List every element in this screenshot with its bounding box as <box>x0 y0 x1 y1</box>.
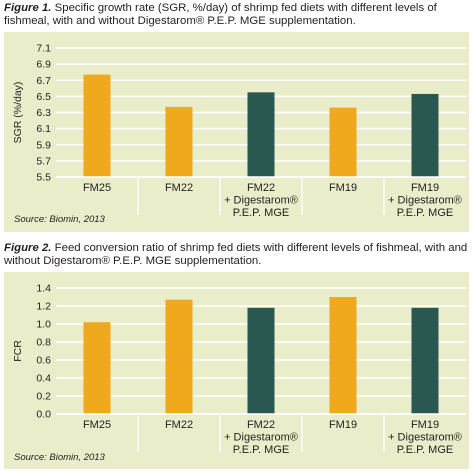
y-tick-label: 5.7 <box>36 155 51 167</box>
y-tick-label: 6.5 <box>36 91 51 103</box>
figure-1-caption: Figure 1. Specific growth rate (SGR, %/d… <box>4 2 470 28</box>
bar-1 <box>83 322 111 414</box>
y-tick-label: 6.9 <box>36 59 51 71</box>
x-category-label: P.E.P. MGE <box>397 207 453 219</box>
figure-2-chart-panel: 0.0 0.2 0.4 0.6 0.8 1.0 1.2 1.4 FCR FM25 FM22 FM22 +… <box>4 272 469 469</box>
bar-4 <box>329 107 357 177</box>
y-tick-label: 6.7 <box>36 75 51 87</box>
x-category-label: FM22 <box>165 419 193 431</box>
source-note: Source: Biomin, 2013 <box>14 452 106 463</box>
x-category-label: FM22 <box>247 182 275 194</box>
y-tick-label: 5.9 <box>36 139 51 151</box>
figure-1-chart-panel: 5.5 5.7 5.9 6.1 6.3 6.5 6.7 6.9 7.1 SGR (%/day) FM… <box>4 32 469 232</box>
figure-2-caption-text: Feed conversion ratio of shrimp fed diet… <box>4 242 468 267</box>
y-tick-label: 1.2 <box>36 301 51 313</box>
x-category-label: + Digestarom® <box>224 195 298 207</box>
source-text: Biomin, 2013 <box>49 452 105 463</box>
y-tick-label: 0.2 <box>36 391 51 403</box>
x-category-label: P.E.P. MGE <box>397 444 453 456</box>
y-tick-label: 7.1 <box>36 43 51 55</box>
source-label: Source: <box>14 214 49 225</box>
x-category-label: FM25 <box>83 182 111 194</box>
x-category-label: + Digestarom® <box>224 432 298 444</box>
bar-3 <box>247 307 275 414</box>
x-category-label: FM22 <box>247 419 275 431</box>
y-tick-label: 1.4 <box>36 283 51 295</box>
figure-2-label: Figure 2. <box>4 242 52 254</box>
bar-2 <box>165 106 193 177</box>
y-axis-label: FCR <box>12 340 24 362</box>
y-tick-label: 0.0 <box>36 409 51 421</box>
y-tick-label: 6.1 <box>36 123 51 135</box>
y-tick-label: 1.0 <box>36 319 51 331</box>
y-tick-label: 0.8 <box>36 337 51 349</box>
figure-1-caption-text: Specific growth rate (SGR, %/day) of shr… <box>4 2 437 27</box>
source-text: Biomin, 2013 <box>49 214 105 225</box>
x-category-label: FM22 <box>165 182 193 194</box>
y-tick-label: 6.3 <box>36 107 51 119</box>
bar-1 <box>83 74 111 177</box>
source-note: Source: Biomin, 2013 <box>14 214 106 225</box>
y-axis-label: SGR (%/day) <box>12 82 24 144</box>
bar-5 <box>411 307 439 414</box>
figure-2-caption: Figure 2. Feed conversion ratio of shrim… <box>4 242 470 268</box>
sgr-bar-chart: 5.5 5.7 5.9 6.1 6.3 6.5 6.7 6.9 7.1 SGR (%/day) FM… <box>12 43 466 225</box>
bar-3 <box>247 92 275 177</box>
x-category-label: FM19 <box>411 182 439 194</box>
x-category-label: + Digestarom® <box>388 195 462 207</box>
y-tick-label: 0.6 <box>36 355 51 367</box>
x-category-label: + Digestarom® <box>388 432 462 444</box>
bar-2 <box>165 299 193 414</box>
bar-5 <box>411 93 439 177</box>
y-tick-label: 5.5 <box>36 172 51 184</box>
x-category-label: P.E.P. MGE <box>233 207 289 219</box>
x-category-label: FM19 <box>329 182 357 194</box>
source-label: Source: <box>14 452 49 463</box>
figure-1-label: Figure 1. <box>4 2 52 14</box>
x-category-label: P.E.P. MGE <box>233 444 289 456</box>
x-category-label: FM25 <box>83 419 111 431</box>
x-category-label: FM19 <box>411 419 439 431</box>
x-category-label: FM19 <box>329 419 357 431</box>
y-tick-label: 0.4 <box>36 373 51 385</box>
bar-4 <box>329 297 357 414</box>
